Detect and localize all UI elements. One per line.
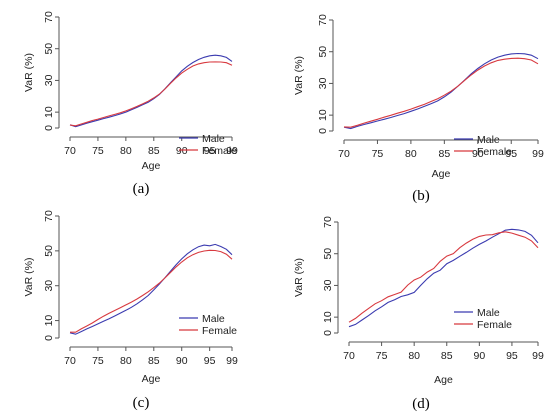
x-tick-label: 90 xyxy=(474,350,486,362)
x-axis-label: Age xyxy=(142,160,161,172)
y-tick-label: 50 xyxy=(43,43,55,55)
series-line-female xyxy=(343,57,539,128)
y-tick-label: 30 xyxy=(43,74,55,86)
x-tick-label: 75 xyxy=(376,350,388,362)
chart-panel-c: (c) 70 75 80 85 90 95 99 Age 0 10 30 50 70 VaR (%) Mal… xyxy=(23,210,238,411)
x-tick-label: 95 xyxy=(505,148,517,160)
legend-label-female: Female xyxy=(477,146,512,158)
x-tick-label: 85 xyxy=(441,350,453,362)
series-line-male xyxy=(69,243,233,335)
x-tick-label: 75 xyxy=(372,148,384,160)
x-tick-label: 95 xyxy=(204,145,216,157)
x-tick-label: 85 xyxy=(148,145,160,157)
y-tick-label: 0 xyxy=(317,128,329,134)
y-tick-label: 0 xyxy=(322,330,334,336)
x-tick-label: 85 xyxy=(148,355,160,367)
y-tick-label: 0 xyxy=(43,335,55,341)
x-tick-label: 90 xyxy=(472,148,484,160)
legend-label-female: Female xyxy=(202,145,237,157)
x-tick-label: 70 xyxy=(343,350,355,362)
x-tick-label: 95 xyxy=(506,350,518,362)
y-tick-label: 10 xyxy=(43,315,55,327)
x-tick-label: 95 xyxy=(204,355,216,367)
x-tick-label: 90 xyxy=(176,355,188,367)
y-tick-label: 10 xyxy=(322,311,334,323)
x-tick-label: 90 xyxy=(176,145,188,157)
x-axis-label: Age xyxy=(432,168,451,180)
x-tick-label: 70 xyxy=(64,355,76,367)
panel-label: (a) xyxy=(133,181,150,197)
y-tick-label: 70 xyxy=(322,216,334,228)
y-axis-label: VaR (%) xyxy=(23,53,35,92)
x-tick-label: 99 xyxy=(226,355,238,367)
x-tick-label: 80 xyxy=(120,145,132,157)
x-tick-label: 85 xyxy=(439,148,451,160)
y-tick-label: 50 xyxy=(322,248,334,260)
legend-label-male: Male xyxy=(477,134,500,146)
series-line-male xyxy=(343,52,539,130)
series-line-male xyxy=(348,228,539,328)
panel-label: (c) xyxy=(133,395,150,411)
legend-label-male: Male xyxy=(477,307,500,319)
y-tick-label: 30 xyxy=(322,279,334,291)
x-axis-label: Age xyxy=(434,374,453,386)
x-tick-label: 80 xyxy=(405,148,417,160)
legend-label-female: Female xyxy=(202,325,237,337)
x-tick-label: 99 xyxy=(226,145,238,157)
y-axis-label: VaR (%) xyxy=(293,258,305,297)
y-tick-label: 30 xyxy=(317,77,329,89)
y-axis-label: VaR (%) xyxy=(293,56,305,95)
panel-label: (d) xyxy=(412,396,430,412)
x-tick-label: 75 xyxy=(92,355,104,367)
y-axis-label: VaR (%) xyxy=(23,258,35,297)
series-line-female xyxy=(69,61,233,127)
legend-label-male: Male xyxy=(202,133,225,145)
y-tick-label: 70 xyxy=(317,14,329,26)
y-tick-label: 70 xyxy=(43,11,55,23)
legend-label-female: Female xyxy=(477,319,512,331)
x-tick-label: 70 xyxy=(338,148,350,160)
x-tick-label: 70 xyxy=(64,145,76,157)
x-tick-label: 80 xyxy=(408,350,420,362)
x-tick-label: 99 xyxy=(532,148,544,160)
chart-panel-d: (d) 70 75 80 85 90 95 99 Age 0 10 30 50 70 VaR (%) Mal… xyxy=(293,216,544,412)
x-tick-label: 75 xyxy=(92,145,104,157)
chart-panel-b: (b) 70 75 80 85 90 95 99 Age 0 10 30 50 70 VaR (%) Mal… xyxy=(293,14,544,204)
y-tick-label: 10 xyxy=(317,109,329,121)
y-tick-label: 30 xyxy=(43,280,55,292)
x-tick-label: 99 xyxy=(532,350,544,362)
chart-panel-a: (a) 70 75 80 85 90 95 99 Age 0 10 30 50 70 VaR (%) Mal… xyxy=(23,11,238,197)
x-axis-label: Age xyxy=(142,373,161,385)
series-line-female xyxy=(348,231,539,323)
series-line-male xyxy=(69,54,233,128)
y-tick-label: 0 xyxy=(43,125,55,131)
series-line-female xyxy=(70,249,233,333)
legend-label-male: Male xyxy=(202,313,225,325)
y-tick-label: 50 xyxy=(43,245,55,257)
y-tick-label: 70 xyxy=(43,210,55,222)
y-tick-label: 10 xyxy=(43,106,55,118)
x-tick-label: 80 xyxy=(120,355,132,367)
y-tick-label: 50 xyxy=(317,46,329,58)
panel-label: (b) xyxy=(412,188,430,204)
